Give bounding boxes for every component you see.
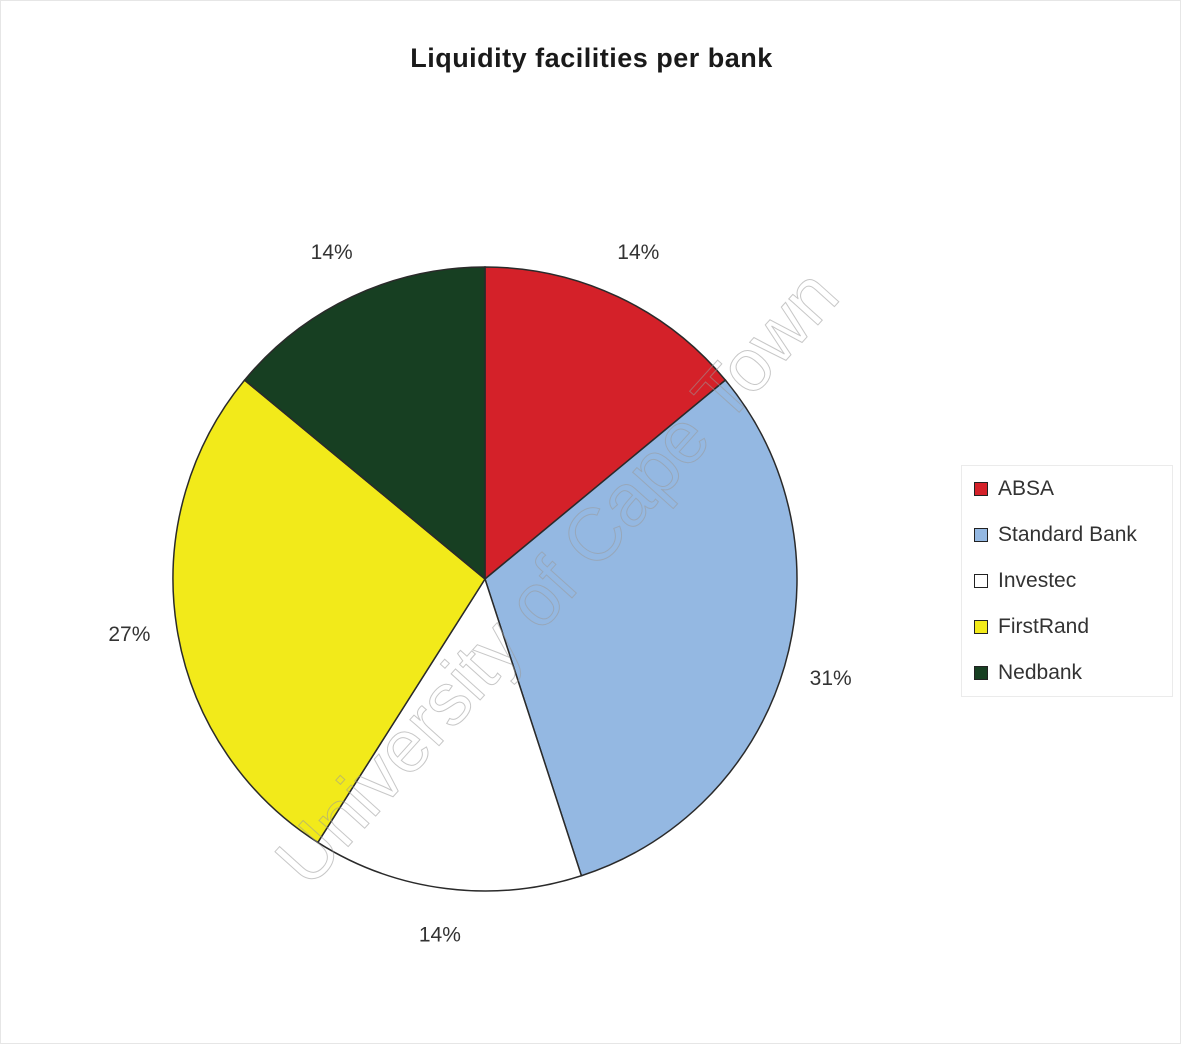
legend: ABSA Standard Bank Investec FirstRand Nedban… xyxy=(961,465,1173,697)
legend-label: Investec xyxy=(998,569,1077,592)
data-label-standard-bank: 31% xyxy=(810,667,852,690)
legend-swatch xyxy=(974,528,988,542)
legend-label: ABSA xyxy=(998,477,1055,500)
pie-slice-nedbank xyxy=(243,266,486,581)
chart-title: Liquidity facilities per bank xyxy=(410,43,773,73)
legend-item-standard-bank: Standard Bank xyxy=(974,520,1137,550)
legend-label: FirstRand xyxy=(998,615,1090,638)
pie-slice-firstrand xyxy=(172,379,486,844)
data-label-firstrand: 27% xyxy=(108,623,150,646)
legend-item-firstrand: FirstRand xyxy=(974,612,1089,642)
legend-swatch xyxy=(974,620,988,634)
pie-slice-standard-bank xyxy=(484,379,798,877)
pie-slice-absa xyxy=(484,266,727,581)
legend-swatch xyxy=(974,482,988,496)
data-label-nedbank: 14% xyxy=(311,241,353,264)
pie-slice-investec xyxy=(316,577,583,892)
legend-label: Standard Bank xyxy=(998,523,1137,546)
legend-item-investec: Investec xyxy=(974,566,1076,596)
legend-item-absa: ABSA xyxy=(974,474,1054,504)
data-label-investec: 14% xyxy=(419,924,461,947)
legend-item-nedbank: Nedbank xyxy=(974,658,1082,688)
legend-swatch xyxy=(974,574,988,588)
legend-swatch xyxy=(974,666,988,680)
data-label-absa: 14% xyxy=(617,241,659,264)
legend-label: Nedbank xyxy=(998,661,1083,684)
